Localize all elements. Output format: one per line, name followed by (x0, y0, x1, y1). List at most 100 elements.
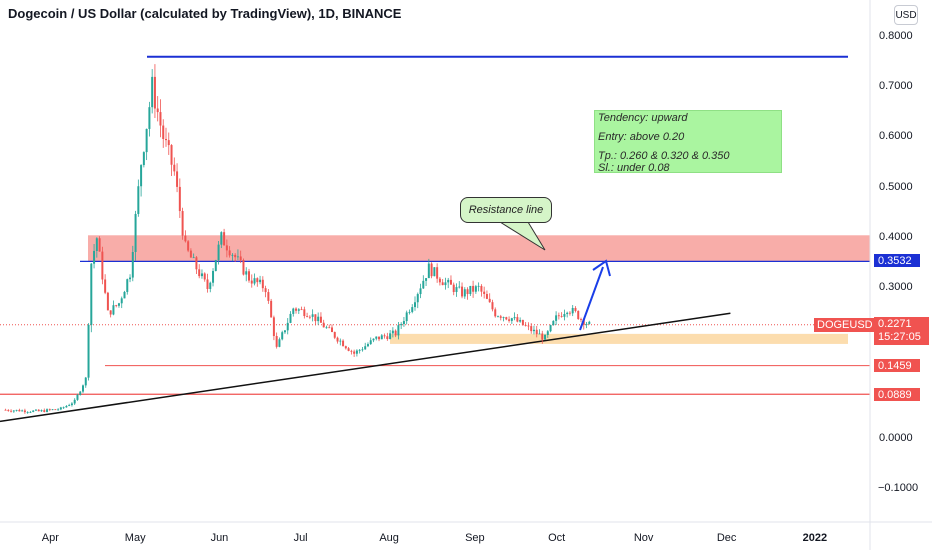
candle-body (408, 311, 411, 313)
candle-body (286, 322, 289, 331)
candle-body (444, 282, 447, 286)
currency-button[interactable]: USD (894, 5, 918, 25)
candle-body (355, 350, 358, 354)
candle-body (26, 412, 29, 413)
candle-body (325, 327, 328, 329)
candle-body (18, 409, 21, 412)
candle-body (510, 318, 513, 321)
candle-body (272, 317, 275, 337)
candle-body (248, 271, 250, 281)
candle-body (411, 307, 414, 312)
upward-arrowhead (592, 259, 611, 277)
candle-body (328, 327, 331, 329)
candle-body (353, 351, 356, 354)
candle-body (546, 331, 549, 335)
x-tick-label: 2022 (802, 532, 828, 544)
candle-body (217, 244, 220, 261)
candle-body (555, 315, 558, 321)
candle-body (544, 334, 547, 340)
candle-body (461, 286, 464, 297)
candle-body (497, 316, 499, 318)
candle-body (433, 267, 436, 277)
candle-body (557, 315, 560, 317)
candle-body (350, 350, 353, 352)
candle-body (427, 263, 430, 279)
candle-body (98, 238, 101, 252)
candle-body (488, 298, 491, 303)
candle-body (176, 171, 179, 187)
y-tick-label: 0.4000 (879, 230, 913, 243)
candle-body (104, 279, 107, 293)
candle-body (419, 288, 422, 295)
candle-body (267, 292, 270, 301)
candle-body (455, 287, 458, 293)
candle-body (129, 277, 132, 280)
candle-body (12, 410, 15, 412)
candle-body (239, 256, 242, 261)
candle-body (7, 409, 10, 411)
candle-body (275, 336, 278, 347)
x-tick-label: May (124, 532, 146, 544)
candle-body (322, 322, 325, 328)
candle-body (112, 305, 115, 315)
current-price-tag: 0.2271 15:27:05 (874, 317, 929, 345)
candle-body (200, 273, 203, 277)
candle-body (10, 410, 13, 412)
candle-body (70, 403, 73, 406)
x-tick-label: Dec (716, 532, 737, 544)
candle-body (516, 317, 519, 322)
support-zone (390, 333, 848, 344)
candle-body (159, 112, 162, 126)
candle-body (236, 256, 239, 258)
candle-body (400, 324, 403, 326)
candle-body (452, 284, 455, 293)
candle-body (530, 326, 533, 332)
candle-body (203, 273, 206, 280)
candle-body (73, 399, 76, 404)
candle-body (397, 325, 400, 336)
candle-body (142, 152, 145, 166)
y-tick-label: −0.1000 (878, 482, 919, 495)
candle-body (524, 325, 527, 326)
candle-body (245, 271, 248, 275)
candle-body (195, 257, 198, 270)
candle-body (228, 250, 231, 256)
candle-body (541, 333, 544, 340)
candle-body (508, 319, 511, 321)
candle-body (292, 308, 295, 314)
bar-countdown: 15:27:05 (878, 331, 921, 343)
candle-body (588, 321, 591, 324)
resistance-callout: Resistance line (460, 197, 552, 223)
candle-body (480, 285, 483, 292)
candle-body (339, 340, 342, 342)
candle-body (380, 335, 383, 340)
candle-body (43, 410, 46, 412)
candle-body (34, 409, 37, 411)
y-tick-label: 0.5000 (879, 180, 913, 193)
candle-body (469, 285, 472, 295)
candle-body (472, 285, 475, 292)
candle-body (167, 140, 170, 146)
candle-body (261, 279, 264, 289)
candle-body (527, 325, 530, 327)
candle-body (15, 409, 18, 411)
candle-body (389, 333, 392, 340)
candle-body (214, 260, 217, 271)
candle-body (106, 292, 109, 311)
candle-body (156, 108, 159, 113)
candle-body (131, 252, 134, 278)
candle-body (40, 410, 43, 412)
candle-body (416, 294, 419, 303)
candle-body (21, 410, 24, 412)
candle-body (178, 186, 181, 212)
candle-body (93, 250, 96, 264)
y-tick-label: 0.3000 (879, 281, 913, 294)
candle-body (306, 316, 309, 317)
candle-body (580, 319, 582, 320)
candle-body (458, 286, 461, 288)
candle-body (68, 405, 71, 406)
candle-body (402, 321, 405, 325)
candle-body (115, 305, 118, 306)
